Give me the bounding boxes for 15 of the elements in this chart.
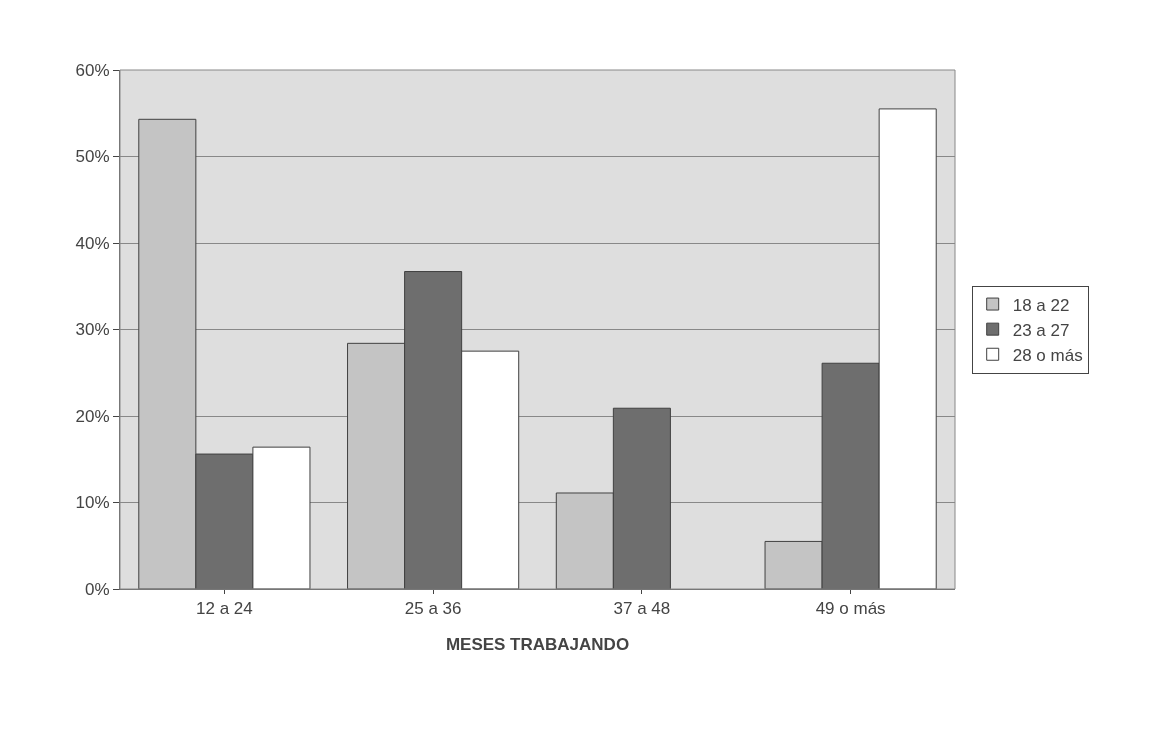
y-tick-label: 20% bbox=[75, 406, 110, 426]
x-tick-label: 49 o más bbox=[815, 599, 886, 619]
x-tick-label: 37 a 48 bbox=[613, 599, 671, 619]
y-tick-label: 40% bbox=[75, 233, 110, 253]
y-tick-label: 30% bbox=[75, 320, 110, 340]
x-tick-label: 25 a 36 bbox=[404, 599, 462, 619]
x-axis-title: MESES TRABAJANDO bbox=[445, 634, 630, 654]
legend-label: 23 a 27 bbox=[1012, 320, 1070, 340]
y-tick-label: 10% bbox=[75, 493, 110, 513]
y-tick-label: 60% bbox=[75, 60, 110, 80]
y-tick-label: 0% bbox=[85, 579, 110, 599]
legend-label: 18 a 22 bbox=[1012, 295, 1070, 315]
x-tick-label: 12 a 24 bbox=[196, 599, 253, 619]
legend-label: 28 o más bbox=[1012, 345, 1083, 365]
y-tick-label: 50% bbox=[75, 147, 110, 167]
